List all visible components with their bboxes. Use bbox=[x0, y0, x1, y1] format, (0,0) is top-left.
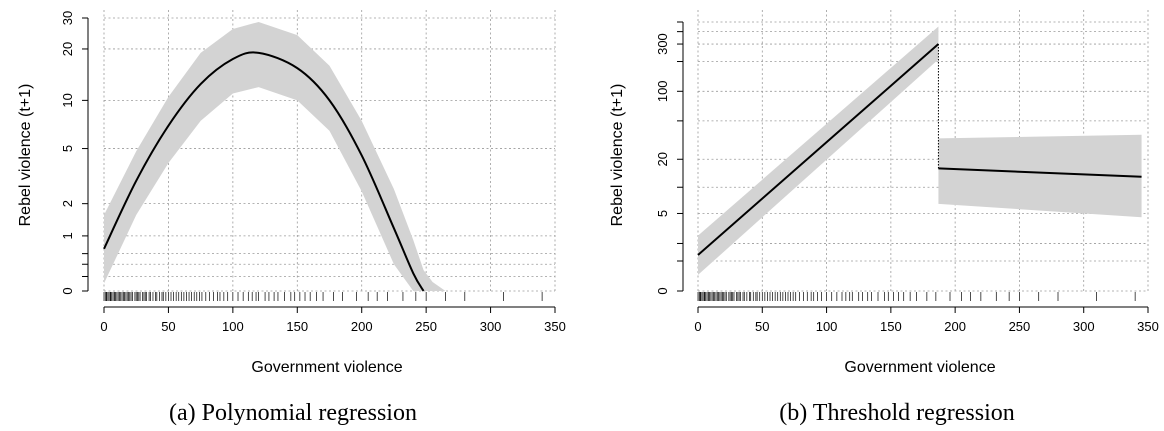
panel-a-polynomial: 0 50 100 150 200 250 300 350 0 1 2 5 10 20 30 Governme… bbox=[17, 10, 566, 426]
y-tick-label: 1 bbox=[60, 232, 75, 239]
x-tick-label: 300 bbox=[480, 319, 502, 334]
panel-a-band bbox=[104, 21, 446, 291]
confidence-band bbox=[104, 21, 446, 291]
fitted-line bbox=[697, 43, 940, 256]
y-tick-label: 20 bbox=[60, 42, 75, 56]
y-tick-label: 5 bbox=[60, 145, 75, 152]
panel-b-xlabel: Government violence bbox=[844, 359, 995, 376]
panel-b-fit bbox=[697, 43, 1142, 256]
panel-b-band bbox=[698, 26, 1142, 275]
panel-b-threshold: 0 50 100 150 200 250 300 350 0 5 20 100 300 Governme… bbox=[609, 10, 1159, 426]
y-tick-label: 2 bbox=[60, 200, 75, 207]
x-tick-label: 50 bbox=[161, 319, 175, 334]
panel-a-fit bbox=[103, 51, 425, 292]
y-tick-label: 100 bbox=[655, 80, 670, 102]
x-tick-label: 150 bbox=[286, 319, 308, 334]
x-tick-label: 250 bbox=[1009, 319, 1031, 334]
panel-a-caption: (a) Polynomial regression bbox=[169, 400, 417, 426]
panel-a-axes: 0 50 100 150 200 250 300 350 0 1 2 5 10 20 30 bbox=[60, 11, 566, 334]
x-tick-label: 200 bbox=[351, 319, 373, 334]
panel-b-caption: (b) Threshold regression bbox=[779, 400, 1015, 426]
panel-a-xlabel: Government violence bbox=[251, 359, 402, 376]
y-tick-label: 0 bbox=[60, 287, 75, 294]
x-tick-label: 0 bbox=[694, 319, 701, 334]
y-tick-label: 0 bbox=[655, 287, 670, 294]
x-tick-label: 200 bbox=[944, 319, 966, 334]
fitted-line bbox=[103, 51, 425, 292]
panel-b-rug bbox=[697, 292, 1136, 301]
panel-b-axes: 0 50 100 150 200 250 300 350 0 5 20 100 300 bbox=[655, 21, 1159, 334]
confidence-band bbox=[938, 134, 1142, 218]
x-tick-label: 250 bbox=[415, 319, 437, 334]
x-tick-label: 350 bbox=[1137, 319, 1159, 334]
y-tick-label: 20 bbox=[655, 152, 670, 166]
y-tick-label: 30 bbox=[60, 11, 75, 25]
y-tick-label: 10 bbox=[60, 93, 75, 107]
panel-b-ylabel: Rebel violence (t+1) bbox=[609, 84, 626, 227]
x-tick-label: 0 bbox=[100, 319, 107, 334]
y-tick-label: 300 bbox=[655, 33, 670, 55]
x-tick-label: 350 bbox=[544, 319, 566, 334]
x-tick-label: 100 bbox=[222, 319, 244, 334]
x-tick-label: 150 bbox=[880, 319, 902, 334]
panel-a-rug bbox=[103, 292, 543, 301]
x-tick-label: 50 bbox=[755, 319, 769, 334]
x-tick-label: 100 bbox=[816, 319, 838, 334]
x-tick-label: 300 bbox=[1073, 319, 1095, 334]
panel-a-ylabel: Rebel violence (t+1) bbox=[17, 84, 34, 227]
y-tick-label: 5 bbox=[655, 210, 670, 217]
fitted-line bbox=[938, 167, 1142, 178]
